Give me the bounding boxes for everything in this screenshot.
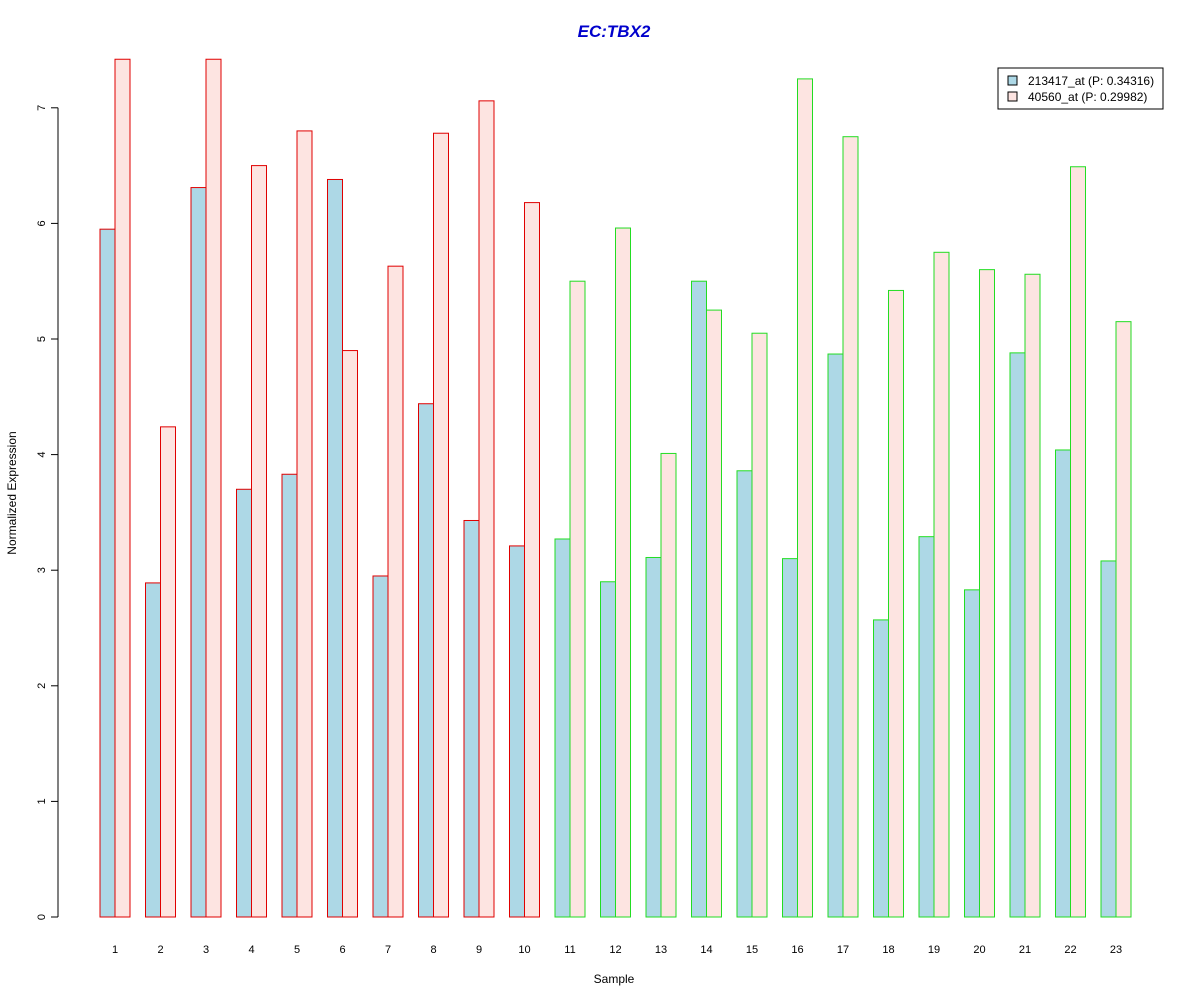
x-tick-label: 2 <box>157 944 163 956</box>
y-tick-label: 6 <box>36 220 48 226</box>
bar-sample-3-series-1 <box>190 187 207 918</box>
legend-label-40560: 40560_at (P: 0.29982) <box>1028 90 1147 104</box>
x-tick-label: 13 <box>655 944 667 956</box>
bar-sample-3-series-2 <box>205 58 222 918</box>
bar-sample-18-series-2 <box>888 289 904 918</box>
bar-sample-11-series-1 <box>554 538 571 918</box>
x-tick-label: 22 <box>1064 944 1076 956</box>
y-tick-label: 7 <box>36 105 48 111</box>
y-tick-label: 4 <box>36 452 48 458</box>
y-tick-label: 0 <box>36 914 48 920</box>
bar-sample-6-series-1 <box>327 178 343 918</box>
x-tick-label: 20 <box>973 944 985 956</box>
x-tick-label: 10 <box>518 944 530 956</box>
bar-sample-13-series-2 <box>660 452 677 918</box>
bar-sample-11-series-2 <box>569 280 586 918</box>
legend: 213417_at (P: 0.34316) 40560_at (P: 0.29… <box>997 67 1164 110</box>
x-tick-label: 16 <box>791 944 803 956</box>
bar-sample-17-series-1 <box>827 353 844 918</box>
x-tick-label: 14 <box>700 944 712 956</box>
y-axis-label: Normalized Expression <box>5 431 19 554</box>
x-tick-label: 12 <box>609 944 621 956</box>
bar-sample-17-series-2 <box>842 136 859 918</box>
y-tick-label: 5 <box>36 336 48 342</box>
bar-sample-21-series-1 <box>1009 352 1026 918</box>
y-tick-label: 1 <box>36 798 48 804</box>
bar-sample-14-series-2 <box>706 309 722 918</box>
bar-sample-20-series-2 <box>979 269 995 918</box>
y-tick-label: 3 <box>36 567 48 573</box>
legend-label-213417: 213417_at (P: 0.34316) <box>1028 74 1154 88</box>
y-tick-label: 2 <box>36 683 48 689</box>
bar-sample-15-series-1 <box>736 470 753 918</box>
bar-sample-23-series-2 <box>1115 321 1132 918</box>
bar-sample-7-series-1 <box>372 575 389 918</box>
bar-sample-19-series-2 <box>933 251 950 918</box>
bar-sample-16-series-1 <box>782 558 798 918</box>
x-tick-label: 9 <box>476 944 482 956</box>
bar-sample-4-series-1 <box>236 488 252 918</box>
bar-sample-22-series-1 <box>1055 449 1071 918</box>
legend-box <box>997 67 1164 110</box>
bar-sample-8-series-2 <box>433 132 449 918</box>
bars-group <box>99 58 1132 918</box>
x-tick-label: 5 <box>294 944 300 956</box>
bar-sample-13-series-1 <box>645 556 662 918</box>
bar-sample-20-series-1 <box>964 589 980 918</box>
x-tick-label: 4 <box>248 944 254 956</box>
bar-sample-9-series-1 <box>463 519 480 918</box>
x-tick-label: 17 <box>837 944 849 956</box>
bar-sample-16-series-2 <box>797 78 813 918</box>
bar-sample-7-series-2 <box>387 265 404 918</box>
y-axis: 0 1 2 3 4 5 6 7 <box>36 105 59 920</box>
x-tick-label: 3 <box>203 944 209 956</box>
x-tick-label: 11 <box>564 944 575 956</box>
bar-sample-14-series-1 <box>691 280 707 918</box>
x-tick-label: 19 <box>928 944 940 956</box>
bar-sample-1-series-2 <box>114 58 131 918</box>
bar-sample-12-series-1 <box>600 581 616 918</box>
bar-sample-19-series-1 <box>918 536 935 918</box>
bar-sample-1-series-1 <box>99 228 116 918</box>
x-axis-label: Sample <box>594 972 635 986</box>
x-tick-label: 6 <box>339 944 345 956</box>
bar-sample-10-series-2 <box>524 202 540 918</box>
bar-sample-10-series-1 <box>509 545 525 918</box>
bar-sample-2-series-1 <box>145 582 161 918</box>
bar-sample-21-series-2 <box>1024 273 1041 918</box>
bar-sample-5-series-2 <box>296 130 313 918</box>
bar-sample-2-series-2 <box>160 426 176 918</box>
bar-sample-23-series-1 <box>1100 560 1117 918</box>
bar-sample-9-series-2 <box>478 100 495 918</box>
bar-sample-5-series-1 <box>281 473 298 918</box>
bar-sample-12-series-2 <box>615 227 631 918</box>
legend-swatch-213417 <box>1007 75 1018 86</box>
x-axis-tick-labels: 1 2 3 4 5 6 7 8 9 10 11 12 13 14 15 16 17 18 19 20 21 22 23 <box>112 944 1122 956</box>
x-tick-label: 1 <box>112 944 118 956</box>
bar-sample-6-series-2 <box>342 350 358 918</box>
bar-sample-4-series-2 <box>251 165 267 918</box>
legend-swatch-40560 <box>1007 91 1018 102</box>
bar-sample-22-series-2 <box>1070 166 1086 918</box>
bar-sample-15-series-2 <box>751 332 768 918</box>
bar-sample-18-series-1 <box>873 619 889 918</box>
chart-title: EC:TBX2 <box>578 22 651 41</box>
x-tick-label: 21 <box>1019 944 1031 956</box>
bar-sample-8-series-1 <box>418 403 434 918</box>
x-tick-label: 7 <box>385 944 391 956</box>
x-tick-label: 8 <box>430 944 436 956</box>
x-tick-label: 23 <box>1110 944 1122 956</box>
x-tick-label: 18 <box>882 944 894 956</box>
x-tick-label: 15 <box>746 944 758 956</box>
